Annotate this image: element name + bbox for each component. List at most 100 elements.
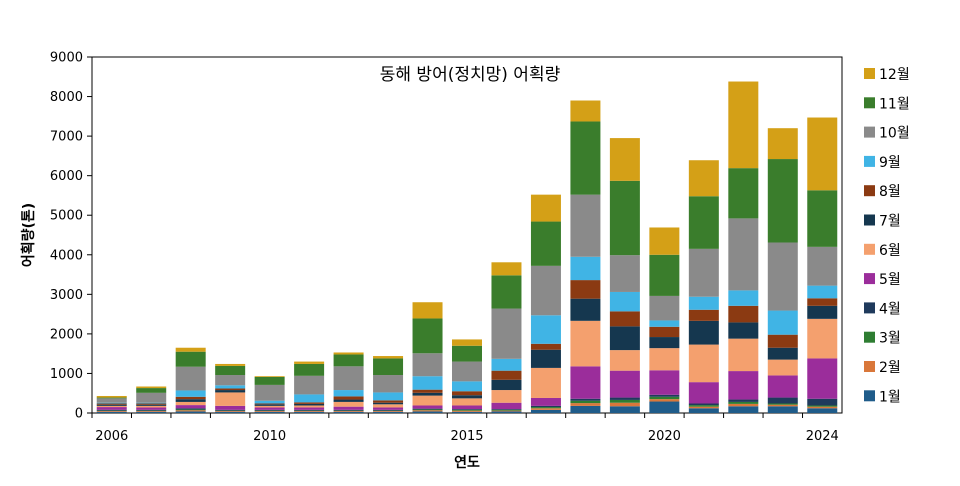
- bar-segment-2022-10: [728, 218, 758, 290]
- bar-segment-2010-2: [255, 411, 285, 412]
- bar-segment-2009-9: [215, 385, 245, 388]
- legend-swatch: [864, 390, 875, 401]
- bar-segment-2023-12: [768, 128, 798, 159]
- bar-segment-2021-8: [689, 310, 719, 321]
- bar-segment-2014-2: [413, 410, 443, 411]
- legend-swatch: [864, 127, 875, 138]
- bar-segment-2009-8: [215, 388, 245, 390]
- bar-segment-2020-7: [649, 337, 679, 348]
- bar-segment-2018-11: [570, 121, 600, 194]
- bar-segment-2020-2: [649, 399, 679, 401]
- bar-segment-2019-9: [610, 292, 640, 311]
- bar-segment-2010-12: [255, 376, 285, 377]
- bar-segment-2011-4: [294, 410, 324, 411]
- bar-segment-2019-12: [610, 138, 640, 181]
- bar-segment-2020-10: [649, 296, 679, 321]
- bar-segment-2013-5: [373, 407, 403, 409]
- bar-segment-2022-9: [728, 290, 758, 305]
- legend-swatch: [864, 273, 875, 284]
- bar-segment-2010-7: [255, 404, 285, 406]
- bar-segment-2013-6: [373, 404, 403, 407]
- legend-swatch: [864, 97, 875, 108]
- bar-segment-2017-7: [531, 350, 561, 368]
- x-tick-label: 2024: [806, 429, 839, 444]
- bar-segment-2018-8: [570, 280, 600, 299]
- bar-segment-2013-7: [373, 403, 403, 405]
- bar-segment-2010-10: [255, 385, 285, 401]
- bar-segment-2023-3: [768, 404, 798, 405]
- bar-segment-2008-2: [176, 410, 206, 411]
- legend-swatch: [864, 302, 875, 313]
- bar-segment-2010-1: [255, 412, 285, 413]
- bar-segment-2008-11: [176, 352, 206, 367]
- bar-segment-2011-7: [294, 404, 324, 406]
- bar-segment-2017-4: [531, 406, 561, 407]
- bar-segment-2009-11: [215, 366, 245, 375]
- bar-segment-2020-8: [649, 327, 679, 337]
- bar-segment-2011-5: [294, 407, 324, 409]
- bar-segment-2018-12: [570, 101, 600, 122]
- bar-segment-2008-7: [176, 399, 206, 402]
- bar-segment-2010-4: [255, 410, 285, 411]
- bar-segment-2016-2: [491, 411, 521, 412]
- bar-segment-2021-6: [689, 345, 719, 383]
- y-tick-label: 6000: [50, 169, 83, 184]
- bar-segment-2008-1: [176, 411, 206, 413]
- legend-label: 9월: [879, 155, 901, 171]
- x-axis-title: 연도: [454, 455, 480, 471]
- bar-segment-2014-10: [413, 353, 443, 376]
- bar-segment-2024-3: [807, 405, 837, 406]
- bar-segment-2015-2: [452, 411, 482, 412]
- bar-segment-2006-5: [97, 407, 127, 410]
- bar-segment-2009-5: [215, 406, 245, 410]
- legend-label: 2월: [879, 360, 901, 376]
- bar-segment-2024-10: [807, 247, 837, 286]
- bar-segment-2014-4: [413, 409, 443, 410]
- bar-segment-2016-3: [491, 410, 521, 411]
- bar-segment-2011-6: [294, 405, 324, 407]
- y-tick-label: 1000: [50, 367, 83, 382]
- bar-segment-2024-6: [807, 319, 837, 359]
- bar-segment-2006-2: [97, 411, 127, 412]
- bar-segment-2021-3: [689, 405, 719, 407]
- bar-segment-2009-7: [215, 390, 245, 392]
- bar-segment-2007-8: [136, 404, 166, 405]
- bar-segment-2014-11: [413, 318, 443, 353]
- bar-segment-2007-7: [136, 405, 166, 406]
- bar-segment-2009-1: [215, 412, 245, 413]
- bar-segment-2012-9: [334, 390, 364, 396]
- bar-segment-2017-9: [531, 315, 561, 343]
- bar-segment-2007-9: [136, 403, 166, 404]
- bar-segment-2016-10: [491, 309, 521, 359]
- bar-segment-2013-4: [373, 410, 403, 411]
- bar-segment-2018-5: [570, 366, 600, 398]
- bar-segment-2021-10: [689, 249, 719, 297]
- y-tick-label: 4000: [50, 248, 83, 263]
- bar-segment-2023-7: [768, 348, 798, 360]
- bar-segment-2023-2: [768, 405, 798, 407]
- bar-segment-2020-11: [649, 255, 679, 296]
- legend-label: 3월: [879, 331, 901, 347]
- bar-segment-2009-4: [215, 410, 245, 411]
- bar-segment-2023-6: [768, 360, 798, 376]
- bar-segment-2006-12: [97, 396, 127, 398]
- bar-segment-2015-12: [452, 339, 482, 345]
- bar-segment-2013-12: [373, 356, 403, 358]
- bar-segment-2024-4: [807, 399, 837, 406]
- y-tick-label: 8000: [50, 90, 83, 105]
- y-tick-label: 0: [75, 407, 83, 422]
- bar-segment-2020-3: [649, 397, 679, 399]
- legend-swatch: [864, 332, 875, 343]
- bar-segment-2008-3: [176, 409, 206, 410]
- bar-segment-2015-4: [452, 409, 482, 410]
- bar-segment-2023-1: [768, 406, 798, 413]
- bar-segment-2011-10: [294, 376, 324, 395]
- bar-segment-2021-2: [689, 407, 719, 409]
- y-tick-label: 3000: [50, 288, 83, 303]
- bar-segment-2022-11: [728, 168, 758, 218]
- bar-segment-2007-10: [136, 393, 166, 403]
- bar-segment-2022-7: [728, 322, 758, 338]
- bar-segment-2017-3: [531, 407, 561, 408]
- bar-segment-2014-8: [413, 390, 443, 393]
